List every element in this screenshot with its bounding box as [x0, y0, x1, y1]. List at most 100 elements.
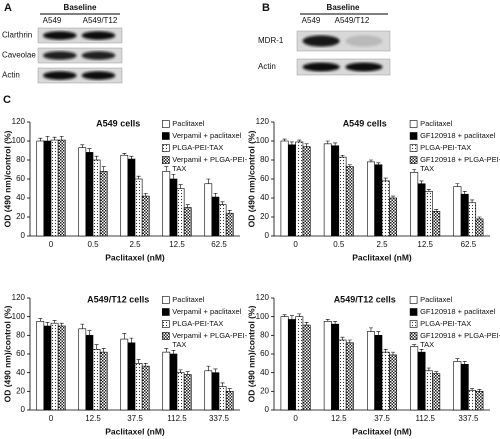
blot-band	[43, 51, 77, 60]
bar	[367, 161, 375, 237]
y-tick-label: 120	[12, 293, 26, 302]
error-bar	[426, 367, 431, 371]
error-bar	[227, 388, 232, 392]
error-bar	[171, 349, 176, 354]
bar	[287, 319, 296, 411]
legend-label: PLGA-PEI-TAX	[420, 319, 471, 328]
bar	[367, 331, 375, 411]
error-bar	[347, 339, 352, 343]
error-bar	[333, 142, 338, 146]
x-axis-label: Paclitaxel (nM)	[105, 252, 165, 262]
error-bar	[434, 371, 439, 374]
error-bar	[325, 140, 330, 144]
bar	[218, 386, 227, 411]
y-tick-label: 20	[16, 212, 25, 221]
error-bar	[206, 365, 211, 371]
legend-label: Verpamil + PLGA-PEI-TAX	[172, 331, 247, 349]
legend-label: Verpamil + paclitaxel	[172, 307, 241, 316]
legend-label: Verpamil + PLGA-PEI-TAX	[172, 155, 247, 173]
error-bar	[462, 361, 467, 365]
error-bar	[59, 322, 64, 326]
panel-label: B	[262, 2, 270, 14]
bar	[92, 159, 101, 237]
bar	[417, 351, 426, 411]
lane-label: A549	[302, 16, 321, 25]
bar	[204, 370, 213, 411]
bar	[120, 154, 129, 237]
chart-title: A549 cells	[343, 118, 387, 128]
error-bar	[38, 137, 43, 141]
bar	[57, 325, 66, 411]
y-tick-label: 0	[21, 405, 26, 414]
legend-swatch	[162, 308, 170, 316]
legend-swatch	[409, 320, 418, 328]
bar	[460, 363, 469, 411]
blot-header: Baseline	[327, 3, 360, 12]
bar	[92, 349, 101, 411]
y-tick-label: 60	[16, 174, 25, 183]
lane-label: A549	[43, 16, 62, 25]
error-bar	[87, 148, 92, 153]
bar	[468, 390, 477, 411]
bar	[50, 322, 59, 411]
error-bar	[304, 143, 309, 147]
y-tick-label: 20	[260, 386, 269, 395]
bar	[323, 321, 332, 411]
bar	[389, 354, 397, 411]
panel-label: A	[4, 2, 12, 14]
row-label: Caveolae	[2, 51, 36, 60]
error-bar	[94, 344, 99, 350]
legend-swatch	[409, 144, 418, 152]
blot-band	[81, 51, 116, 60]
error-bar	[325, 319, 330, 322]
error-bar	[297, 313, 302, 317]
x-axis-label: Paclitaxel (nM)	[352, 252, 412, 262]
error-bar	[462, 191, 467, 195]
y-tick-label: 100	[256, 136, 270, 145]
error-bar	[391, 351, 396, 355]
section-label: C	[3, 94, 11, 106]
bar	[302, 146, 311, 237]
error-bar	[52, 136, 57, 141]
legend-swatch	[162, 144, 170, 152]
y-tick-label: 40	[16, 193, 25, 202]
bar	[176, 372, 185, 411]
lane-label: A549/T12	[83, 16, 118, 25]
legend-label: GF120918 + paclitaxel	[420, 131, 496, 140]
legend-swatch	[409, 132, 418, 140]
error-bar	[304, 321, 309, 326]
error-bar	[178, 184, 183, 189]
error-bar	[38, 318, 43, 322]
x-tick-label: 0.5	[87, 240, 99, 249]
bar	[417, 183, 426, 237]
error-bar	[129, 155, 134, 160]
bar	[432, 211, 441, 237]
error-bar	[45, 321, 50, 326]
bar	[424, 191, 433, 237]
legend-label: GF120918 + paclitaxel	[420, 307, 496, 316]
bar	[225, 212, 234, 237]
y-tick-label: 60	[260, 349, 269, 358]
legend-label: GF120918 + PLGA-PEI-TAX	[420, 155, 500, 173]
error-bar	[220, 382, 225, 387]
error-bar	[289, 141, 294, 145]
error-bar	[101, 166, 106, 172]
error-bar	[340, 336, 345, 340]
bar	[225, 391, 234, 411]
bar	[141, 365, 150, 411]
error-bar	[383, 177, 388, 181]
error-bar	[80, 323, 85, 329]
legend-swatch	[162, 296, 170, 304]
error-bar	[59, 135, 64, 141]
bar	[183, 374, 192, 411]
y-tick-label: 80	[260, 330, 269, 339]
y-tick-label: 80	[260, 155, 269, 164]
error-bar	[282, 138, 287, 141]
bar	[85, 335, 94, 411]
error-bar	[213, 368, 218, 373]
legend-label: Paclitaxel	[172, 119, 204, 128]
bar	[211, 372, 220, 411]
y-tick-label: 40	[260, 193, 269, 202]
bar	[36, 140, 45, 237]
blot-band	[302, 62, 340, 72]
